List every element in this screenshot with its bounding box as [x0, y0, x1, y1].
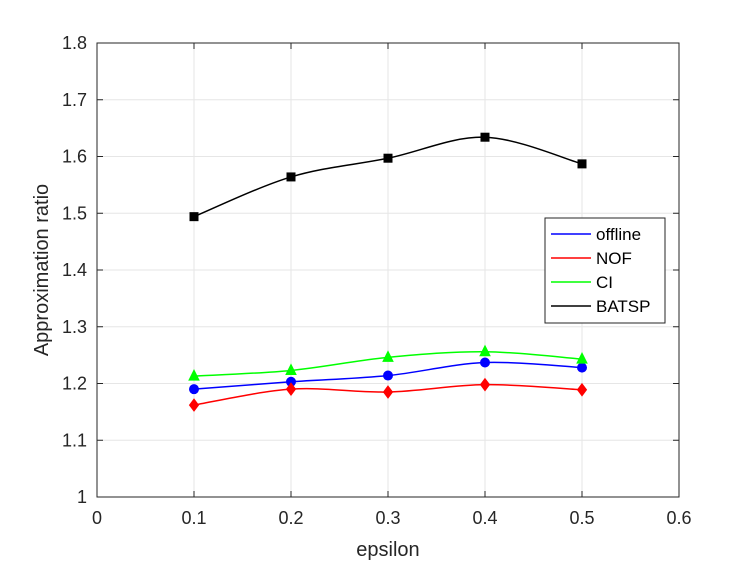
data-point-offline: [189, 384, 199, 395]
data-point-batsp: [189, 212, 199, 222]
legend-entry-ci: CI: [596, 273, 613, 292]
data-point-ci: [285, 363, 297, 375]
x-axis-label: epsilon: [356, 539, 419, 561]
data-point-nof: [285, 382, 297, 397]
y-tick-label: 1.5: [62, 203, 87, 223]
y-tick-label: 1.8: [62, 33, 87, 53]
series-layer: [188, 132, 588, 412]
data-point-offline: [480, 357, 490, 368]
x-tick-label: 0.5: [569, 508, 594, 528]
legend-entry-nof: NOF: [596, 249, 632, 268]
data-point-nof: [188, 398, 200, 412]
axis-ticks: 0 0.1 0.2 0.3 0.4 0.5 0.6 1 1.1 1.2 1.3 1.4 1.5 1.6 1.…: [62, 33, 692, 528]
data-point-ci: [576, 351, 588, 364]
y-tick-label: 1.6: [62, 147, 87, 167]
data-point-ci: [382, 350, 394, 362]
series-offline: [189, 357, 587, 395]
data-point-batsp: [480, 132, 490, 142]
data-point-batsp: [383, 153, 393, 163]
data-point-offline: [383, 370, 393, 381]
y-tick-label: 1.2: [62, 374, 87, 394]
data-point-nof: [382, 385, 394, 399]
series-batsp: [189, 132, 587, 222]
y-tick-label: 1: [77, 487, 87, 507]
x-tick-label: 0.4: [472, 508, 497, 528]
y-tick-label: 1.3: [62, 317, 87, 337]
data-point-batsp: [286, 172, 296, 182]
data-point-nof: [479, 377, 491, 392]
data-point-nof: [576, 382, 588, 397]
y-axis-label: Approximation ratio: [31, 184, 53, 356]
data-point-ci: [479, 344, 491, 357]
series-nof: [188, 377, 588, 412]
data-point-batsp: [577, 159, 587, 169]
y-tick-label: 1.7: [62, 90, 87, 110]
data-point-offline: [577, 362, 587, 373]
x-tick-label: 0.1: [181, 508, 206, 528]
x-tick-label: 0.6: [666, 508, 691, 528]
y-tick-label: 1.1: [62, 430, 87, 450]
y-tick-label: 1.4: [62, 260, 87, 280]
x-tick-label: 0.2: [278, 508, 303, 528]
series-ci: [188, 344, 588, 381]
data-point-ci: [188, 369, 200, 381]
legend: offline NOF CI BATSP: [544, 217, 666, 324]
x-tick-label: 0.3: [375, 508, 400, 528]
legend-entry-batsp: BATSP: [596, 297, 650, 316]
x-tick-label: 0: [92, 508, 102, 528]
legend-entry-offline: offline: [596, 225, 641, 244]
